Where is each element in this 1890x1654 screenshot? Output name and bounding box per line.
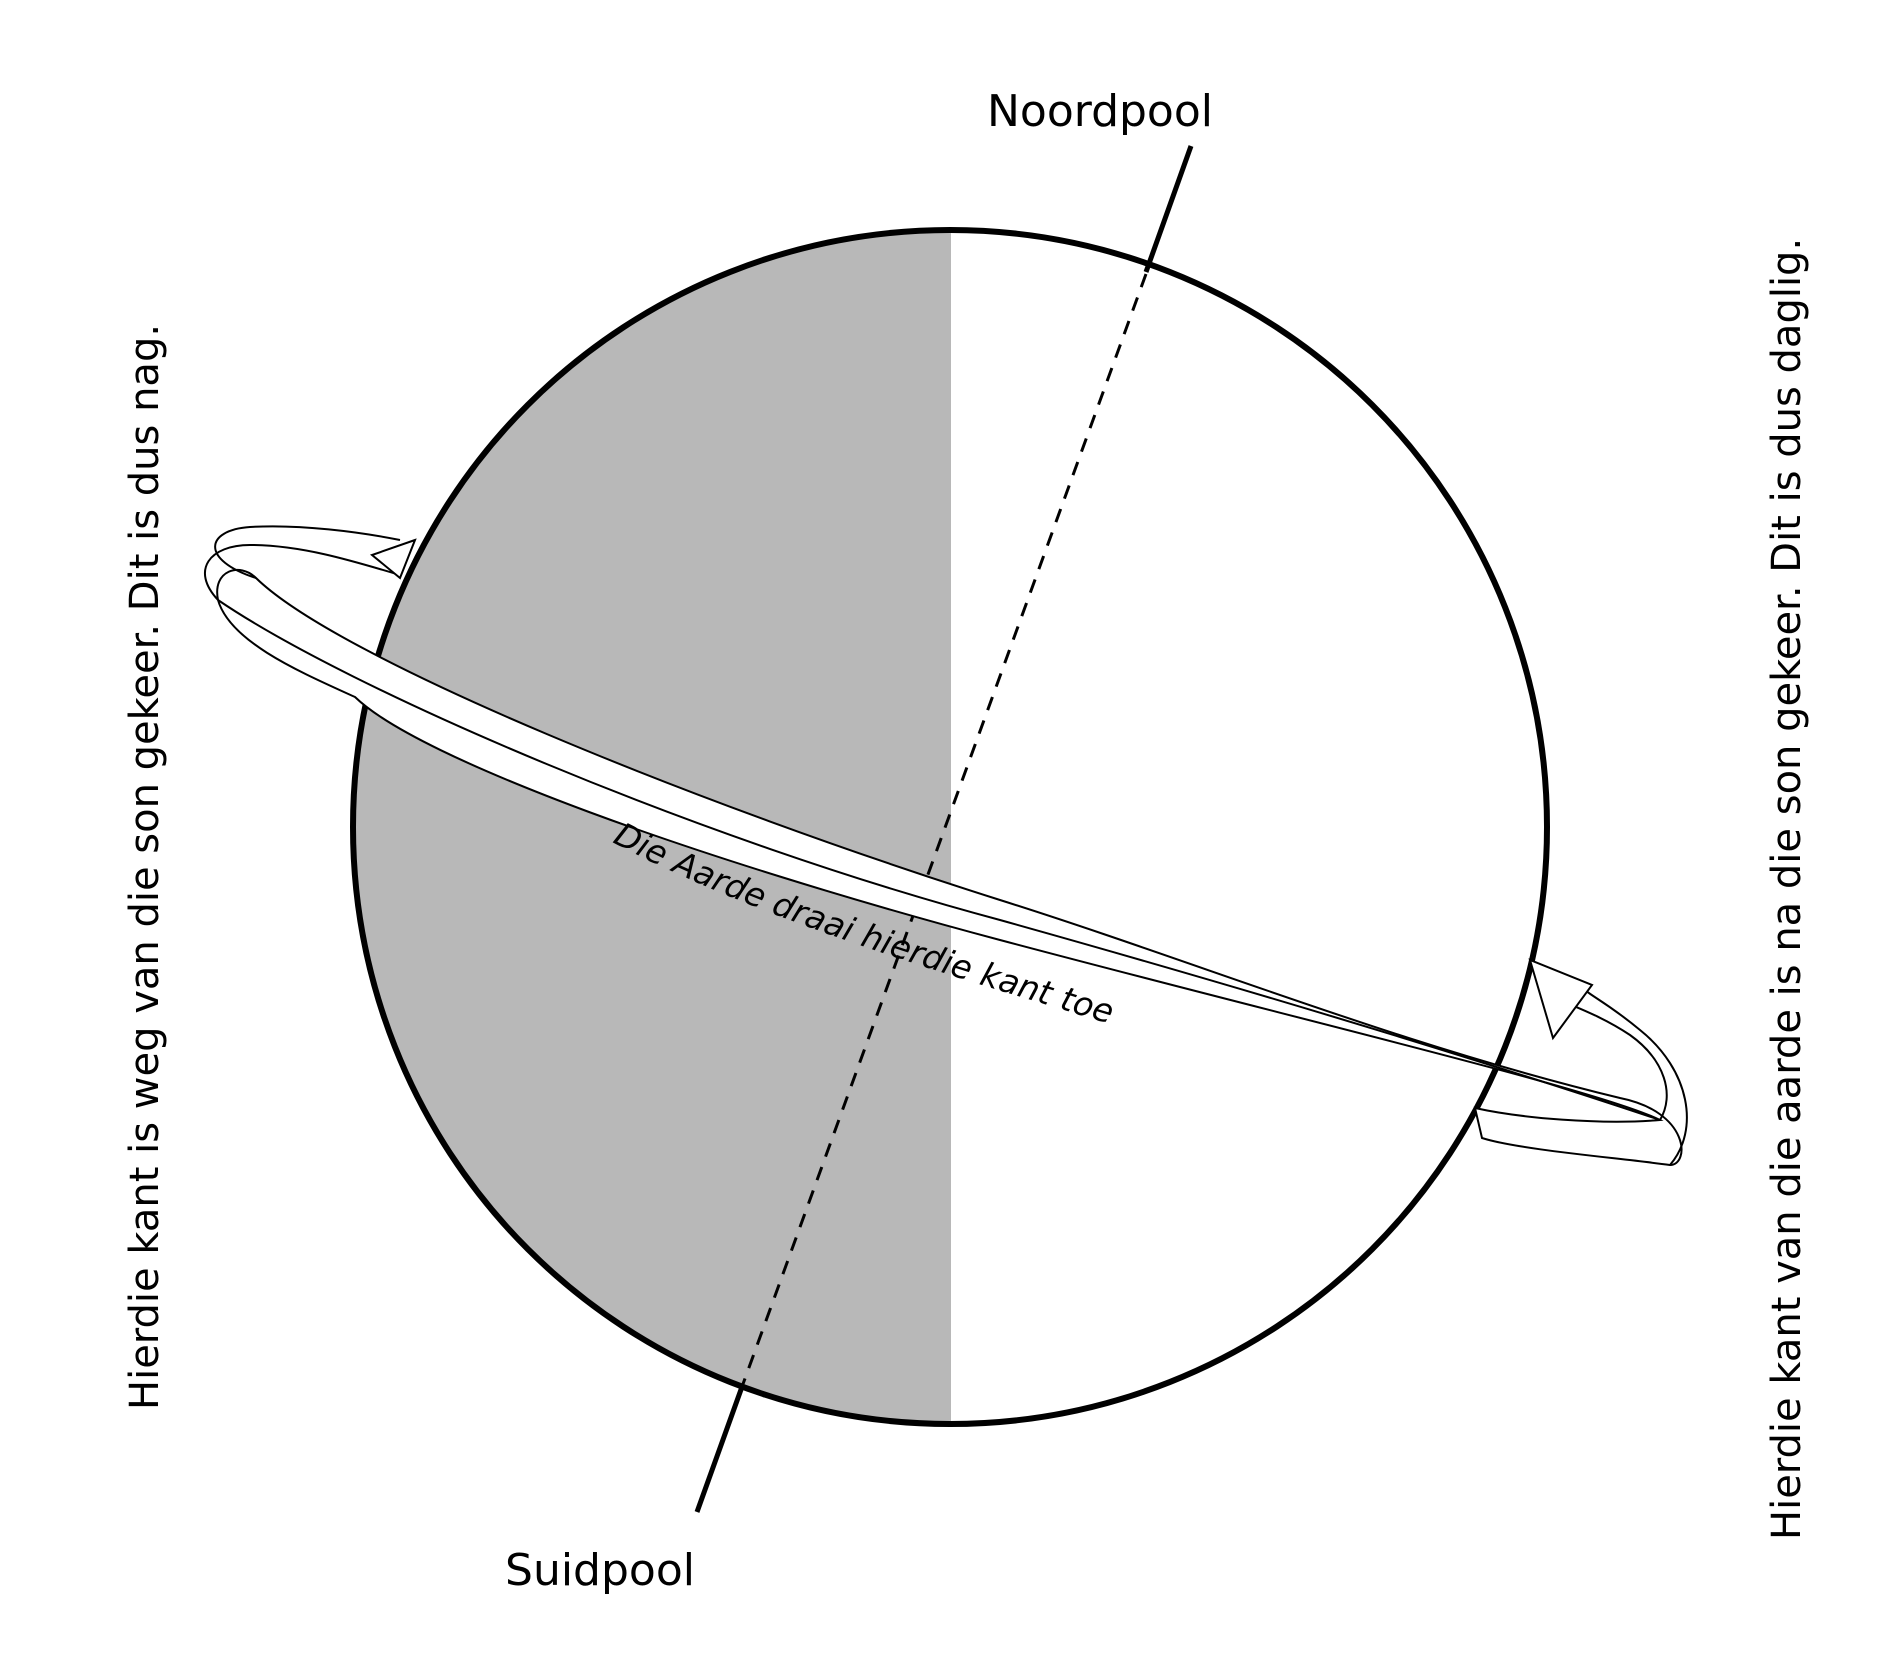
- night-side-label: Hierdie kant is weg van die son gekeer. …: [122, 324, 168, 1410]
- north-pole-label: Noordpool: [987, 86, 1213, 137]
- rotation-loop-left: [214, 525, 401, 579]
- axis-dashed-line: [741, 273, 1148, 1385]
- arrowhead-left-icon: [369, 538, 417, 580]
- rotation-loop-right: [1584, 989, 1688, 1166]
- rotation-loop-left-inner: [204, 543, 401, 601]
- axis-north-segment: [1143, 145, 1194, 273]
- earth-outline: [350, 227, 1550, 1427]
- rotation-band: [216, 569, 1683, 1167]
- rotation-band-upper-edge: [217, 599, 1661, 1121]
- axis-south-segment: [694, 1383, 746, 1513]
- arrowhead-right-icon: [1528, 958, 1594, 1041]
- south-pole-label: Suidpool: [505, 1545, 695, 1596]
- day-side-label: Hierdie kant van die aarde is na die son…: [1764, 238, 1810, 1540]
